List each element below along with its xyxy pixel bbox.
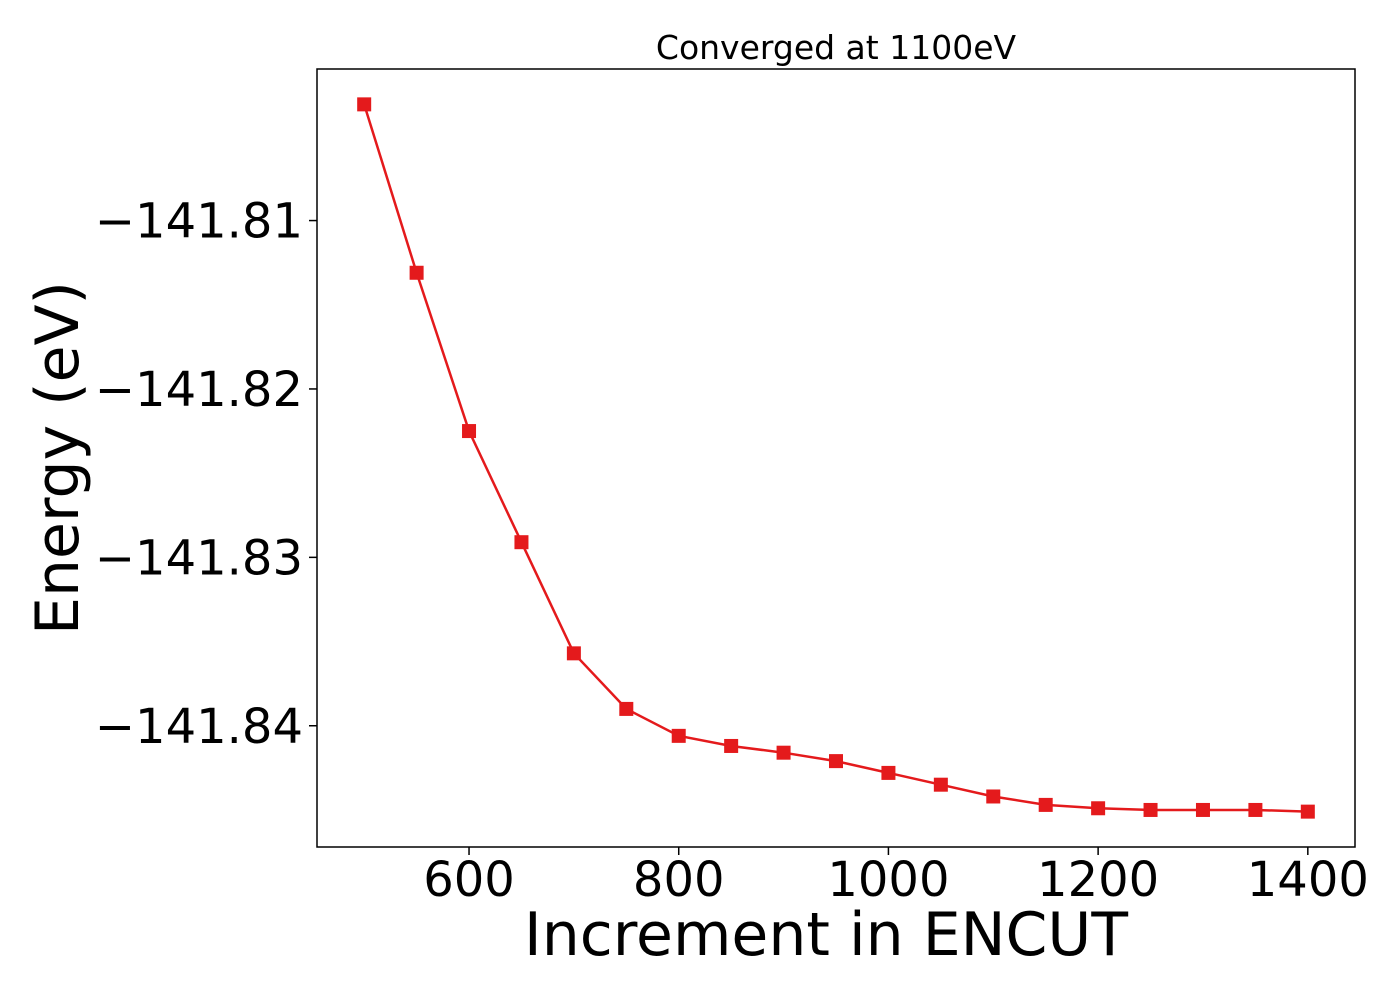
data-point bbox=[1143, 802, 1158, 817]
y-tick-label: −141.81 bbox=[95, 194, 303, 250]
y-axis-label: Energy (eV) bbox=[23, 281, 93, 635]
data-point bbox=[986, 789, 1001, 804]
x-tick-label: 1200 bbox=[1037, 852, 1159, 908]
data-point bbox=[1195, 802, 1210, 817]
y-axis: −141.81 −141.82 −141.83 −141.84 bbox=[95, 194, 317, 755]
data-point bbox=[724, 738, 739, 753]
data-point bbox=[671, 728, 686, 743]
data-point bbox=[357, 97, 372, 112]
x-axis: 600 800 1000 1200 1400 bbox=[423, 847, 1369, 908]
data-point bbox=[881, 765, 896, 780]
x-tick-label: 1400 bbox=[1247, 852, 1369, 908]
data-point bbox=[514, 535, 529, 550]
y-tick-label: −141.83 bbox=[95, 530, 303, 586]
data-point bbox=[1038, 797, 1053, 812]
plot-frame bbox=[316, 68, 1356, 848]
series-line bbox=[362, 103, 1308, 813]
x-tick-label: 1000 bbox=[827, 852, 949, 908]
x-tick-label: 800 bbox=[633, 852, 725, 908]
data-point bbox=[462, 424, 477, 439]
x-axis-label: Increment in ENCUT bbox=[524, 900, 1128, 970]
y-tick-label: −141.82 bbox=[95, 362, 303, 418]
plot-area bbox=[357, 97, 1315, 819]
x-tick-label: 600 bbox=[423, 852, 515, 908]
data-point bbox=[776, 745, 791, 760]
data-point bbox=[619, 701, 634, 716]
data-point bbox=[1091, 801, 1106, 816]
data-point bbox=[1300, 804, 1315, 819]
data-point bbox=[829, 754, 843, 769]
chart-title: Converged at 1100eV bbox=[656, 28, 1017, 67]
data-point bbox=[566, 646, 581, 661]
y-tick-label: −141.84 bbox=[95, 699, 303, 755]
data-point bbox=[409, 265, 424, 280]
data-point bbox=[933, 777, 948, 792]
data-point bbox=[1248, 802, 1263, 817]
